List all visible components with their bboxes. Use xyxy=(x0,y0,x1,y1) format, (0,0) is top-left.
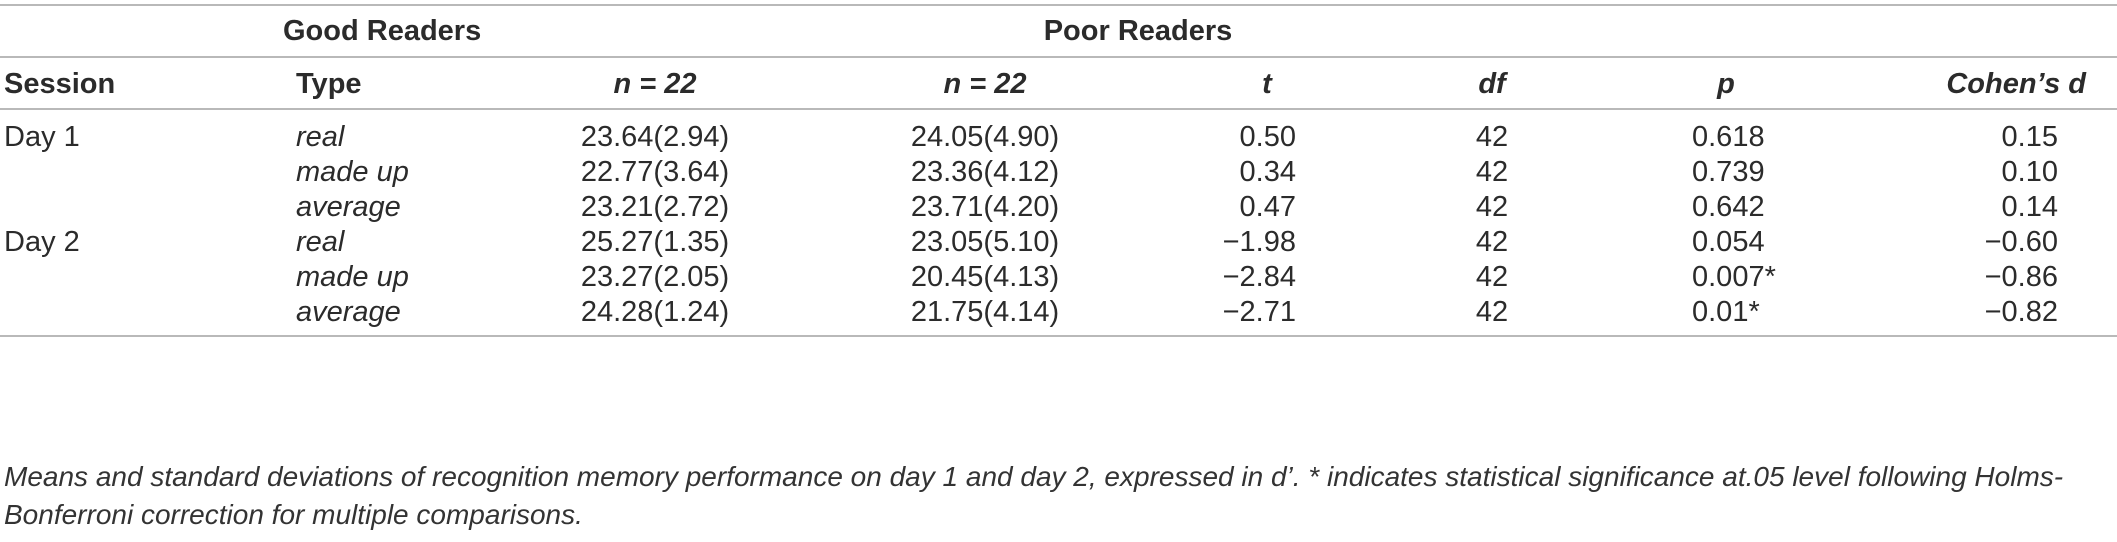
row-4-t: −1.98 xyxy=(1222,226,1296,258)
row-4-p: 0.054 xyxy=(1692,226,1765,258)
col-header-poor-n: n = 22 xyxy=(943,68,1027,100)
row-5-t: −2.84 xyxy=(1222,261,1296,293)
row-5-poor: 20.45(4.13) xyxy=(910,261,1060,293)
bottom-rule xyxy=(0,335,2117,337)
row-2-p: 0.739 xyxy=(1692,156,1765,188)
row-1-good: 23.64(2.94) xyxy=(580,121,730,153)
row-2-t: 0.34 xyxy=(1239,156,1296,188)
col-header-good-n: n = 22 xyxy=(613,68,697,100)
row-6-t: −2.71 xyxy=(1222,296,1296,328)
row-5-good: 23.27(2.05) xyxy=(580,261,730,293)
row-2-good: 22.77(3.64) xyxy=(580,156,730,188)
col-header-cohens-d: Cohen’s d xyxy=(1946,68,2086,100)
row-3-p: 0.642 xyxy=(1692,191,1765,223)
row-6-p: 0.01* xyxy=(1692,296,1760,328)
row-6-good: 24.28(1.24) xyxy=(580,296,730,328)
row-3-d: 0.14 xyxy=(2001,191,2058,223)
row-6-type: average xyxy=(296,296,401,328)
col-header-session: Session xyxy=(4,68,116,100)
row-4-good: 25.27(1.35) xyxy=(580,226,730,258)
row-1-df: 42 xyxy=(1475,121,1509,153)
col-header-p: p xyxy=(1717,68,1735,100)
row-1-poor: 24.05(4.90) xyxy=(910,121,1060,153)
row-5-type: made up xyxy=(296,261,409,293)
group-header-good-readers: Good Readers xyxy=(283,15,482,47)
row-5-df: 42 xyxy=(1475,261,1509,293)
table-caption: Means and standard deviations of recogni… xyxy=(4,461,2064,530)
row-2-poor: 23.36(4.12) xyxy=(910,156,1060,188)
row-6-poor: 21.75(4.14) xyxy=(910,296,1060,328)
group-header-rule xyxy=(0,56,2117,58)
row-2-d: 0.10 xyxy=(2001,156,2058,188)
col-header-df: df xyxy=(1478,68,1506,100)
row-5-d: −0.86 xyxy=(1984,261,2058,293)
column-header-rule xyxy=(0,108,2117,110)
row-4-df: 42 xyxy=(1475,226,1509,258)
row-3-t: 0.47 xyxy=(1239,191,1296,223)
row-3-type: average xyxy=(296,191,401,223)
col-header-t: t xyxy=(1262,68,1272,100)
row-2-df: 42 xyxy=(1475,156,1509,188)
row-3-df: 42 xyxy=(1475,191,1509,223)
group-header-poor-readers: Poor Readers xyxy=(1043,15,1233,47)
col-header-type: Type xyxy=(296,68,362,100)
row-6-df: 42 xyxy=(1475,296,1509,328)
row-1-t: 0.50 xyxy=(1239,121,1296,153)
row-5-p: 0.007* xyxy=(1692,261,1776,293)
row-4-poor: 23.05(5.10) xyxy=(910,226,1060,258)
row-2-type: made up xyxy=(296,156,409,188)
row-3-poor: 23.71(4.20) xyxy=(910,191,1060,223)
row-4-session: Day 2 xyxy=(4,226,80,258)
row-4-d: −0.60 xyxy=(1984,226,2058,258)
row-1-type: real xyxy=(296,121,345,153)
row-1-session: Day 1 xyxy=(4,121,80,153)
row-1-d: 0.15 xyxy=(2001,121,2058,153)
top-rule xyxy=(0,4,2117,6)
row-6-d: −0.82 xyxy=(1984,296,2058,328)
row-3-good: 23.21(2.72) xyxy=(580,191,730,223)
row-1-p: 0.618 xyxy=(1692,121,1765,153)
row-4-type: real xyxy=(296,226,345,258)
